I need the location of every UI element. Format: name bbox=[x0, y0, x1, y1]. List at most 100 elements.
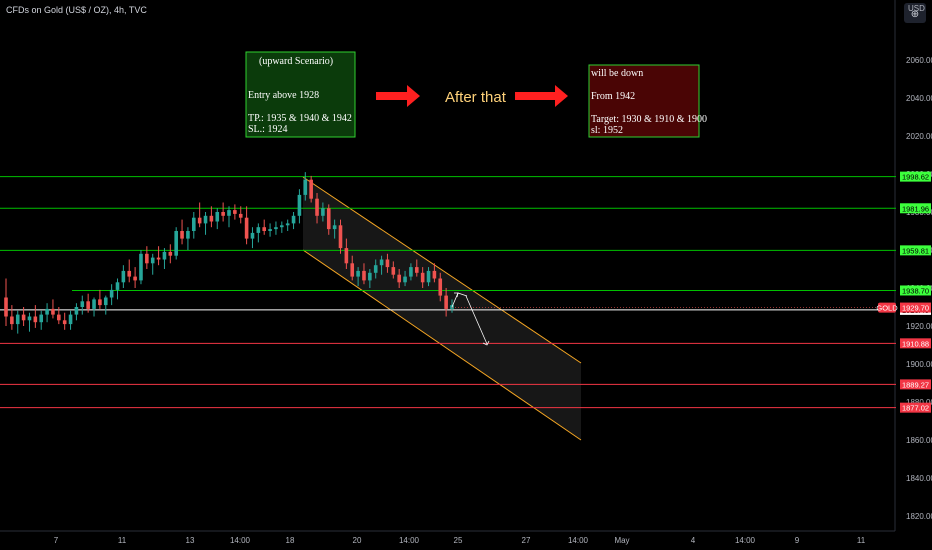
candle-body bbox=[262, 227, 267, 231]
time-tick-label: 18 bbox=[286, 536, 295, 545]
time-tick-label: 11 bbox=[857, 536, 866, 545]
candle-body bbox=[280, 225, 284, 228]
candle-body bbox=[62, 320, 67, 325]
candle-body bbox=[127, 270, 132, 277]
candle-body bbox=[326, 208, 331, 230]
candle-body bbox=[21, 314, 26, 321]
level-price-label: 1877.02 bbox=[902, 404, 929, 413]
upward-title: (upward Scenario) bbox=[259, 56, 333, 67]
logo-glyph: ⊕ bbox=[911, 9, 919, 20]
candle-body bbox=[426, 270, 431, 283]
candle-body bbox=[420, 272, 425, 283]
candle-body bbox=[74, 307, 79, 315]
candle-body bbox=[303, 179, 308, 195]
candle-body bbox=[27, 316, 32, 321]
candle-body bbox=[109, 289, 114, 298]
candle-body bbox=[215, 212, 220, 222]
candle-body bbox=[80, 301, 85, 307]
candle-body bbox=[197, 217, 202, 224]
time-tick-label: 4 bbox=[691, 536, 696, 545]
candle-body bbox=[168, 251, 173, 256]
candle-body bbox=[186, 231, 190, 239]
horizontal-levels: 1998.621981.961959.811938.701928.491910.… bbox=[0, 171, 931, 413]
level-price-label: 1889.27 bbox=[902, 380, 929, 389]
time-tick-label: 9 bbox=[795, 536, 800, 545]
upward-entry: Entry above 1928 bbox=[248, 90, 319, 101]
candle-body bbox=[180, 231, 184, 239]
candle-body bbox=[191, 217, 196, 231]
level-price-badge bbox=[900, 245, 931, 256]
last-price-label: 1929.70 bbox=[902, 304, 929, 313]
candle-body bbox=[373, 265, 378, 273]
time-tick-label: 14:00 bbox=[568, 536, 589, 545]
down-line3: Target: 1930 & 1910 & 1900 bbox=[591, 114, 707, 125]
candle-body bbox=[57, 314, 61, 321]
candle-body bbox=[227, 210, 231, 216]
candle-body bbox=[15, 314, 20, 325]
down-line2: From 1942 bbox=[591, 91, 635, 102]
price-tick-label: 1920.00 bbox=[906, 322, 932, 331]
candle-body bbox=[309, 179, 313, 199]
chart-title: CFDs on Gold (US$ / OZ), 4h, TVC bbox=[6, 5, 147, 15]
candle-body bbox=[379, 259, 384, 266]
candle-body bbox=[115, 282, 120, 290]
level-price-label: 1910.88 bbox=[902, 339, 929, 348]
time-tick-label: 14:00 bbox=[735, 536, 756, 545]
candle-body bbox=[362, 270, 366, 281]
candle-body bbox=[268, 229, 272, 231]
level-price-label: 1959.81 bbox=[902, 246, 929, 255]
candle-body bbox=[315, 198, 319, 216]
price-tick-label: 1900.00 bbox=[906, 360, 932, 369]
candle-body bbox=[10, 316, 14, 325]
candle-body bbox=[233, 210, 237, 214]
candle-body bbox=[256, 227, 261, 233]
candle-body bbox=[156, 257, 161, 260]
candle-body bbox=[203, 215, 208, 224]
level-price-label: 1998.62 bbox=[902, 173, 929, 182]
candle-body bbox=[332, 225, 337, 230]
candle-body bbox=[133, 276, 137, 281]
downward-scenario-note[interactable]: will be down From 1942 Target: 1930 & 19… bbox=[588, 64, 707, 138]
price-tick-label: 2060.00 bbox=[906, 56, 932, 65]
price-tick-label: 2040.00 bbox=[906, 94, 932, 103]
tradingview-logo-icon[interactable] bbox=[904, 3, 926, 23]
time-tick-label: May bbox=[614, 536, 629, 545]
candle-body bbox=[174, 231, 178, 256]
down-line1: will be down bbox=[591, 68, 643, 79]
candle-body bbox=[33, 316, 38, 323]
channel-lower-line[interactable] bbox=[302, 249, 582, 441]
candle-body bbox=[98, 299, 102, 306]
time-tick-label: 13 bbox=[186, 536, 195, 545]
candle-body bbox=[391, 267, 396, 275]
level-price-badge bbox=[900, 171, 931, 182]
candle-body bbox=[4, 297, 8, 317]
candle-body bbox=[150, 257, 155, 264]
projection-down-arrow bbox=[465, 295, 488, 345]
candle-body bbox=[321, 208, 325, 216]
candle-body bbox=[368, 272, 372, 281]
price-tick-label: 1880.00 bbox=[906, 398, 932, 407]
last-price-badge-bg bbox=[900, 302, 931, 313]
level-price-label: 1938.70 bbox=[902, 286, 929, 295]
channel-fill bbox=[303, 177, 581, 440]
candle-body bbox=[45, 308, 49, 315]
last-price-badge[interactable]: GOLD 1929.70 bbox=[452, 302, 931, 313]
level-price-badge bbox=[900, 285, 931, 296]
candle-body bbox=[221, 212, 225, 216]
projection-up-arrowhead bbox=[454, 292, 459, 298]
time-tick-label: 27 bbox=[522, 536, 531, 545]
candle-body bbox=[68, 314, 73, 325]
time-axis[interactable]: 7 11 13 14:00 18 20 14:00 25 27 14:00 May 4 14:00 9 11 bbox=[54, 536, 866, 545]
candle-body bbox=[438, 278, 443, 296]
candle-body bbox=[403, 276, 407, 283]
upward-scenario-note[interactable]: (upward Scenario) Entry above 1928 TP.: … bbox=[245, 51, 356, 138]
candle-body bbox=[103, 297, 108, 306]
time-tick-label: 14:00 bbox=[399, 536, 420, 545]
candle-body bbox=[350, 263, 355, 277]
candle-body bbox=[209, 215, 214, 222]
level-price-badge bbox=[900, 338, 931, 349]
candle-body bbox=[356, 270, 360, 277]
price-tick-label: 2020.00 bbox=[906, 132, 932, 141]
